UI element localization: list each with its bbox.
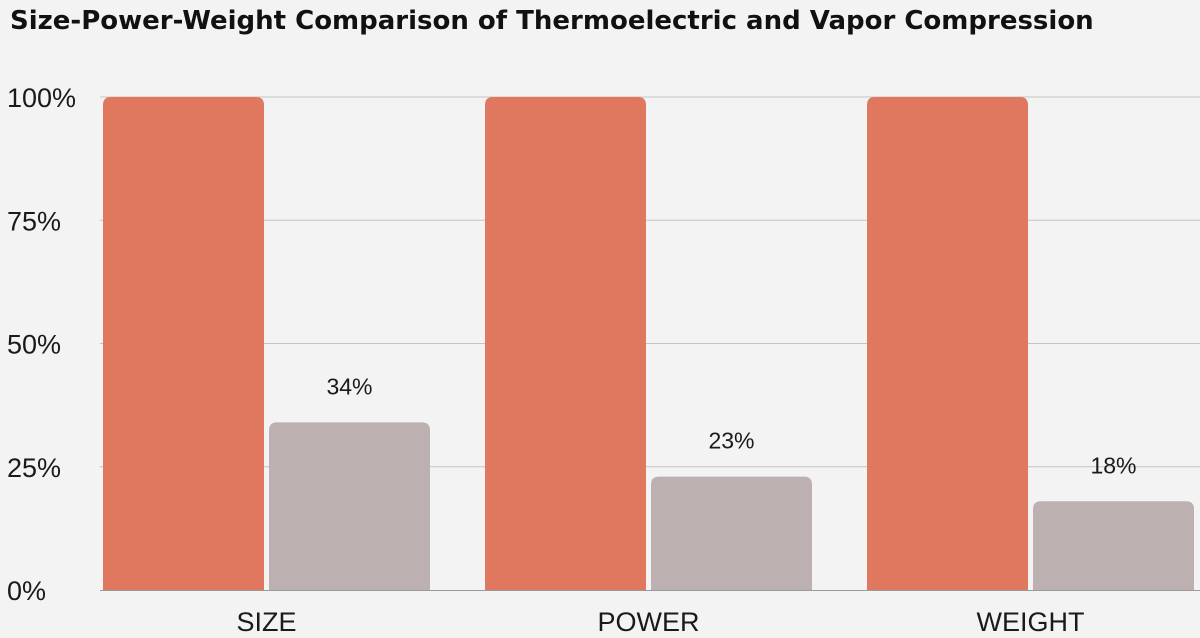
y-tick-label: 0%: [7, 576, 46, 606]
data-labels: 34% 23% 18%: [326, 373, 1136, 478]
x-axis-tick-labels: SIZE POWER WEIGHT: [236, 607, 1084, 637]
bar-weight-series-1: [867, 97, 1028, 590]
bar-size-series-2: [269, 422, 430, 590]
bar-power-series-2: [651, 476, 812, 590]
x-tick-label: POWER: [597, 607, 699, 637]
y-tick-label: 50%: [7, 330, 61, 360]
y-tick-label: 100%: [7, 83, 76, 113]
bar-power-series-1: [485, 97, 646, 590]
x-tick-label: SIZE: [236, 607, 296, 637]
x-tick-label: WEIGHT: [977, 607, 1085, 637]
y-tick-label: 25%: [7, 453, 61, 483]
bar-weight-series-2: [1033, 501, 1194, 590]
data-label: 18%: [1090, 452, 1136, 478]
gridlines: [100, 96, 1200, 468]
bars: [103, 97, 1194, 590]
data-label: 34%: [326, 373, 372, 399]
y-tick-label: 75%: [7, 206, 61, 236]
data-label: 23%: [708, 428, 754, 454]
bar-size-series-1: [103, 97, 264, 590]
y-axis-tick-labels: 0% 25% 50% 75% 100%: [7, 83, 76, 606]
chart-title: Size-Power-Weight Comparison of Thermoel…: [10, 6, 1094, 36]
